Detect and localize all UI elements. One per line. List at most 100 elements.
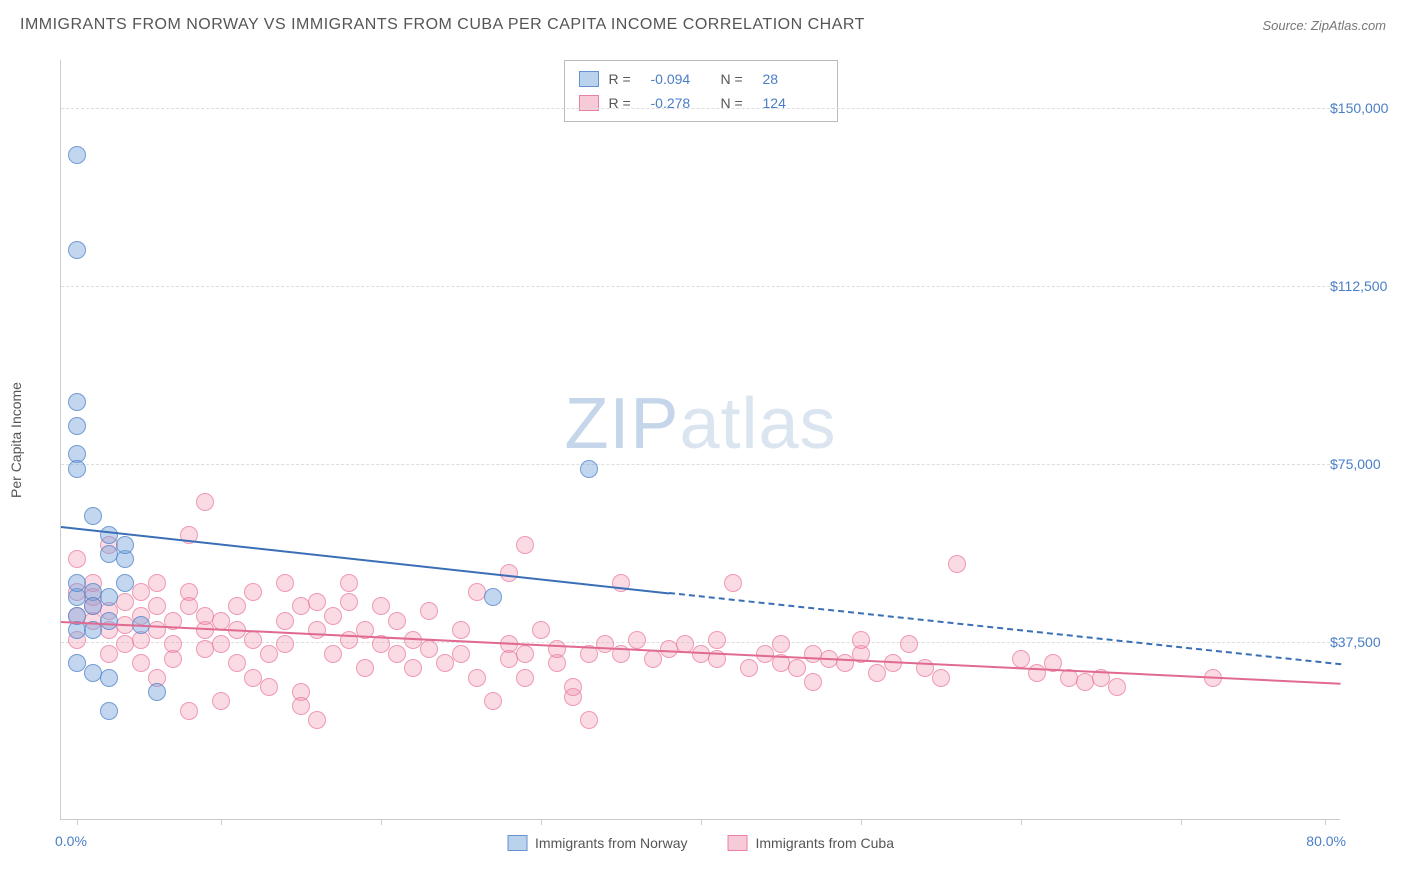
data-point (68, 241, 86, 259)
x-tick (541, 819, 542, 825)
data-point (580, 460, 598, 478)
data-point (404, 659, 422, 677)
data-point (804, 673, 822, 691)
data-point (100, 669, 118, 687)
legend-series-name: Immigrants from Cuba (755, 835, 893, 851)
x-tick (381, 819, 382, 825)
x-axis-min-label: 0.0% (55, 833, 87, 849)
gridline (61, 286, 1340, 287)
data-point (436, 654, 454, 672)
data-point (68, 460, 86, 478)
data-point (708, 631, 726, 649)
data-point (84, 507, 102, 525)
data-point (148, 574, 166, 592)
data-point (276, 612, 294, 630)
data-point (484, 588, 502, 606)
watermark-prefix: ZIP (564, 384, 679, 464)
legend-swatch-icon (727, 835, 747, 851)
data-point (116, 536, 134, 554)
x-tick (1021, 819, 1022, 825)
data-point (116, 574, 134, 592)
legend-series-name: Immigrants from Norway (535, 835, 687, 851)
data-point (420, 602, 438, 620)
gridline (61, 108, 1340, 109)
chart-title: IMMIGRANTS FROM NORWAY VS IMMIGRANTS FRO… (20, 16, 865, 34)
gridline (61, 464, 1340, 465)
data-point (468, 669, 486, 687)
x-tick (1325, 819, 1326, 825)
data-point (196, 493, 214, 511)
data-point (580, 711, 598, 729)
y-tick-label: $150,000 (1330, 100, 1400, 116)
chart-plot-area: ZIPatlas Per Capita Income R =-0.094N =2… (60, 60, 1340, 820)
legend-item: Immigrants from Norway (507, 835, 687, 851)
y-tick-label: $75,000 (1330, 456, 1400, 472)
stat-r-value: -0.094 (651, 71, 711, 87)
data-point (292, 697, 310, 715)
stat-n-label: N = (721, 71, 753, 87)
data-point (772, 635, 790, 653)
data-point (1012, 650, 1030, 668)
data-point (388, 612, 406, 630)
data-point (516, 536, 534, 554)
data-point (1028, 664, 1046, 682)
stat-n-value: 124 (763, 95, 823, 111)
x-tick (77, 819, 78, 825)
legend-bottom: Immigrants from Norway Immigrants from Cu… (507, 835, 894, 851)
data-point (276, 574, 294, 592)
data-point (164, 650, 182, 668)
data-point (516, 669, 534, 687)
data-point (68, 393, 86, 411)
data-point (132, 654, 150, 672)
data-point (932, 669, 950, 687)
data-point (68, 417, 86, 435)
stat-r-label: R = (609, 95, 641, 111)
data-point (84, 597, 102, 615)
data-point (340, 631, 358, 649)
data-point (500, 564, 518, 582)
data-point (100, 702, 118, 720)
stat-n-label: N = (721, 95, 753, 111)
data-point (100, 612, 118, 630)
data-point (948, 555, 966, 573)
data-point (228, 597, 246, 615)
data-point (244, 583, 262, 601)
data-point (148, 621, 166, 639)
data-point (68, 550, 86, 568)
data-point (836, 654, 854, 672)
data-point (276, 635, 294, 653)
data-point (228, 654, 246, 672)
data-point (324, 645, 342, 663)
legend-stats-box: R =-0.094N =28R =-0.278N =124 (564, 60, 838, 122)
y-tick-label: $112,500 (1330, 278, 1400, 294)
data-point (100, 645, 118, 663)
data-point (148, 683, 166, 701)
y-axis-title: Per Capita Income (8, 382, 24, 498)
data-point (132, 583, 150, 601)
data-point (324, 607, 342, 625)
data-point (452, 645, 470, 663)
legend-item: Immigrants from Cuba (727, 835, 893, 851)
watermark-suffix: atlas (679, 384, 836, 464)
data-point (516, 645, 534, 663)
data-point (548, 640, 566, 658)
data-point (308, 593, 326, 611)
y-tick-label: $37,500 (1330, 634, 1400, 650)
data-point (100, 588, 118, 606)
source-label: Source: ZipAtlas.com (1262, 18, 1386, 33)
data-point (452, 621, 470, 639)
data-point (564, 678, 582, 696)
x-tick (1181, 819, 1182, 825)
data-point (212, 635, 230, 653)
stat-r-label: R = (609, 71, 641, 87)
data-point (1108, 678, 1126, 696)
x-axis-max-label: 80.0% (1306, 833, 1346, 849)
data-point (148, 597, 166, 615)
x-tick (861, 819, 862, 825)
x-tick (701, 819, 702, 825)
data-point (340, 574, 358, 592)
data-point (372, 597, 390, 615)
stat-n-value: 28 (763, 71, 823, 87)
x-tick (221, 819, 222, 825)
data-point (116, 593, 134, 611)
